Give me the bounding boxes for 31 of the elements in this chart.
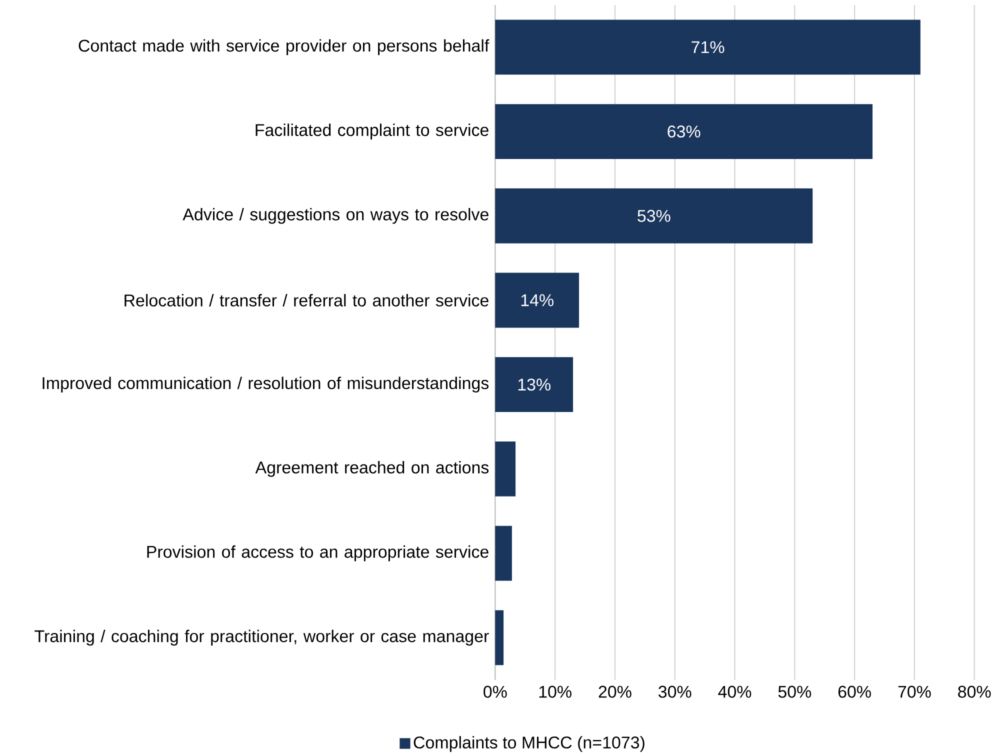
- data-label: 71%: [692, 41, 724, 54]
- bar: [495, 526, 512, 581]
- x-tick-label: 50%: [778, 686, 812, 698]
- bar: [495, 610, 504, 666]
- bar: [495, 357, 574, 412]
- x-tick-label: 60%: [838, 686, 871, 698]
- bar: [495, 272, 580, 328]
- x-tick-label: 10%: [539, 686, 572, 698]
- y-tick-label: Relocation / transfer / referral to another service: [124, 294, 488, 306]
- data-label: 13%: [518, 378, 550, 391]
- y-tick-label: Contact made with service provider on persons behalf: [78, 39, 490, 55]
- x-tick-label: 20%: [598, 686, 632, 698]
- y-tick-label: Agreement reached on actions: [255, 460, 489, 477]
- x-tick-label: 30%: [658, 686, 692, 698]
- x-tick-label: 0%: [484, 686, 507, 698]
- y-tick-label: Improved communication / resolution of misunderstandings: [42, 376, 489, 392]
- y-tick-label: Provision of access to an appropriate service: [147, 545, 488, 562]
- x-tick-label: 80%: [958, 686, 991, 698]
- y-tick-label: Training / coaching for practitioner, worker or case manager: [34, 630, 489, 646]
- y-tick-label: Advice / suggestions on ways to resolve: [182, 208, 488, 224]
- x-tick-label: 70%: [898, 686, 931, 698]
- bar: [495, 104, 873, 159]
- data-label: 14%: [521, 294, 554, 306]
- x-tick-label: 40%: [718, 686, 752, 698]
- bar: [495, 20, 920, 75]
- bar: [495, 441, 516, 496]
- data-label: 53%: [638, 210, 670, 222]
- legend-label: Complaints to MHCC (n=1073): [414, 736, 644, 752]
- y-tick-label: Facilitated complaint to service: [256, 124, 488, 140]
- data-label: 63%: [668, 125, 700, 138]
- bar: [495, 188, 813, 244]
